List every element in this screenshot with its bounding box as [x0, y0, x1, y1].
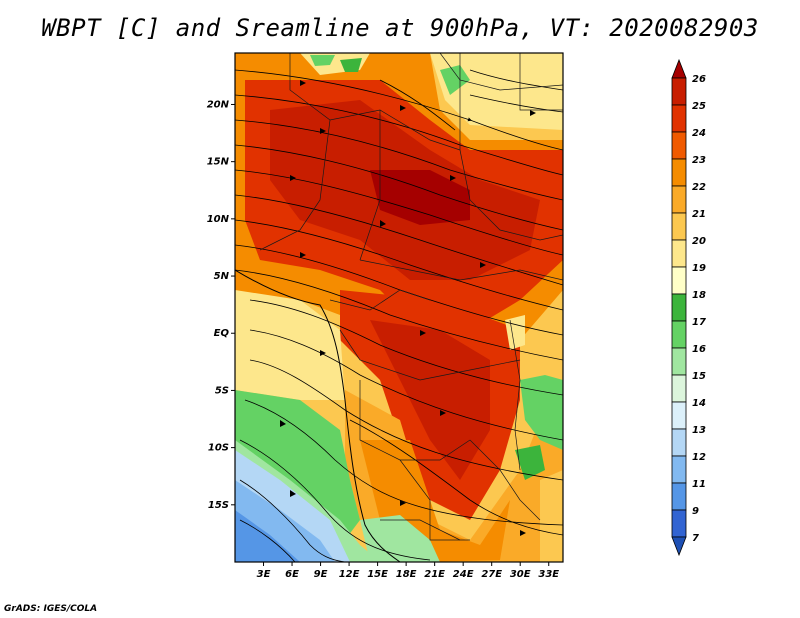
- lon-tick-label: 30E: [510, 569, 531, 580]
- colorbar-label: 9: [692, 506, 699, 517]
- colorbar-label: 22: [692, 182, 706, 193]
- colorbar-label: 7: [692, 533, 699, 544]
- colorbar-cell: [671, 266, 687, 295]
- colorbar-cell: [671, 77, 687, 106]
- colorbar-cell: [671, 509, 687, 538]
- lon-tick-label: 27E: [481, 569, 502, 580]
- colorbar-cell: [671, 320, 687, 349]
- lon-tick-label: 18E: [396, 569, 417, 580]
- latitude-axis: 20N 15N 10N 5N EQ 5S 10S 15S: [207, 99, 235, 511]
- colorbar-cell: [671, 131, 687, 160]
- colorbar-label: 18: [692, 290, 706, 301]
- lat-tick-label: 20N: [207, 99, 230, 110]
- colorbar-cell: [671, 401, 687, 430]
- colorbar-label: 12: [692, 452, 706, 463]
- lon-tick-label: 3E: [257, 569, 271, 580]
- lat-tick-label: 10S: [208, 443, 229, 454]
- colorbar-label: 19: [692, 263, 706, 274]
- map-frame: [234, 52, 564, 563]
- colorbar-label: 17: [692, 317, 706, 328]
- lon-tick-label: 6E: [285, 569, 299, 580]
- colorbar-cell: [671, 428, 687, 457]
- colorbar-label: 26: [692, 74, 706, 85]
- colorbar-cell: [671, 212, 687, 241]
- lat-tick-label: 10N: [207, 214, 230, 225]
- colorbar-cell: [671, 482, 687, 511]
- colorbar-cell: [671, 455, 687, 484]
- colorbar-top-triangle: [671, 58, 687, 79]
- streamline-arrows: [280, 80, 536, 536]
- colorbar-label: 21: [692, 209, 706, 220]
- lon-tick-label: 12E: [339, 569, 360, 580]
- colorbar-cell: [671, 374, 687, 403]
- country-borders: [259, 53, 563, 541]
- colorbar-cell: [671, 293, 687, 322]
- colorbar-label: 11: [692, 479, 706, 490]
- colorbar-cell: [671, 158, 687, 187]
- colorbar-cell: [671, 185, 687, 214]
- lon-tick-label: 33E: [538, 569, 559, 580]
- lat-tick-label: 15N: [207, 157, 230, 168]
- colorbar-label: 15: [692, 371, 706, 382]
- colorbar-label: 23: [692, 155, 706, 166]
- lon-tick-label: 21E: [424, 569, 445, 580]
- colorbar-label: 24: [692, 128, 706, 139]
- colorbar-label: 16: [692, 344, 706, 355]
- lon-tick-label: 15E: [367, 569, 388, 580]
- colorbar-cell: [671, 347, 687, 376]
- colorbar-label: 14: [692, 398, 706, 409]
- wbpt-field: [235, 53, 563, 562]
- lon-tick-label: 24E: [453, 569, 474, 580]
- colorbar-label: 20: [692, 236, 706, 247]
- colorbar-cell: [671, 104, 687, 133]
- grads-credit: GrADS: IGES/COLA: [4, 604, 98, 614]
- map-title: WBPT [C] and Sreamline at 900hPa, VT: 20…: [41, 14, 759, 42]
- colorbar: 26 25 24 23 22 21 20 19 18 17 16 15 14 13 12 11 9 7: [671, 58, 706, 557]
- lat-tick-label: 5S: [215, 385, 229, 396]
- colorbar-label: 25: [692, 101, 706, 112]
- lat-tick-label: 15S: [208, 500, 229, 511]
- colorbar-label: 13: [692, 425, 706, 436]
- colorbar-bottom-triangle: [671, 536, 687, 557]
- lon-tick-label: 9E: [314, 569, 328, 580]
- lat-tick-label: 5N: [214, 271, 230, 282]
- colorbar-cell: [671, 239, 687, 268]
- longitude-axis: 3E 6E 9E 12E 15E 18E 21E 24E 27E 30E 33E: [257, 562, 559, 580]
- lat-tick-label: EQ: [214, 328, 230, 339]
